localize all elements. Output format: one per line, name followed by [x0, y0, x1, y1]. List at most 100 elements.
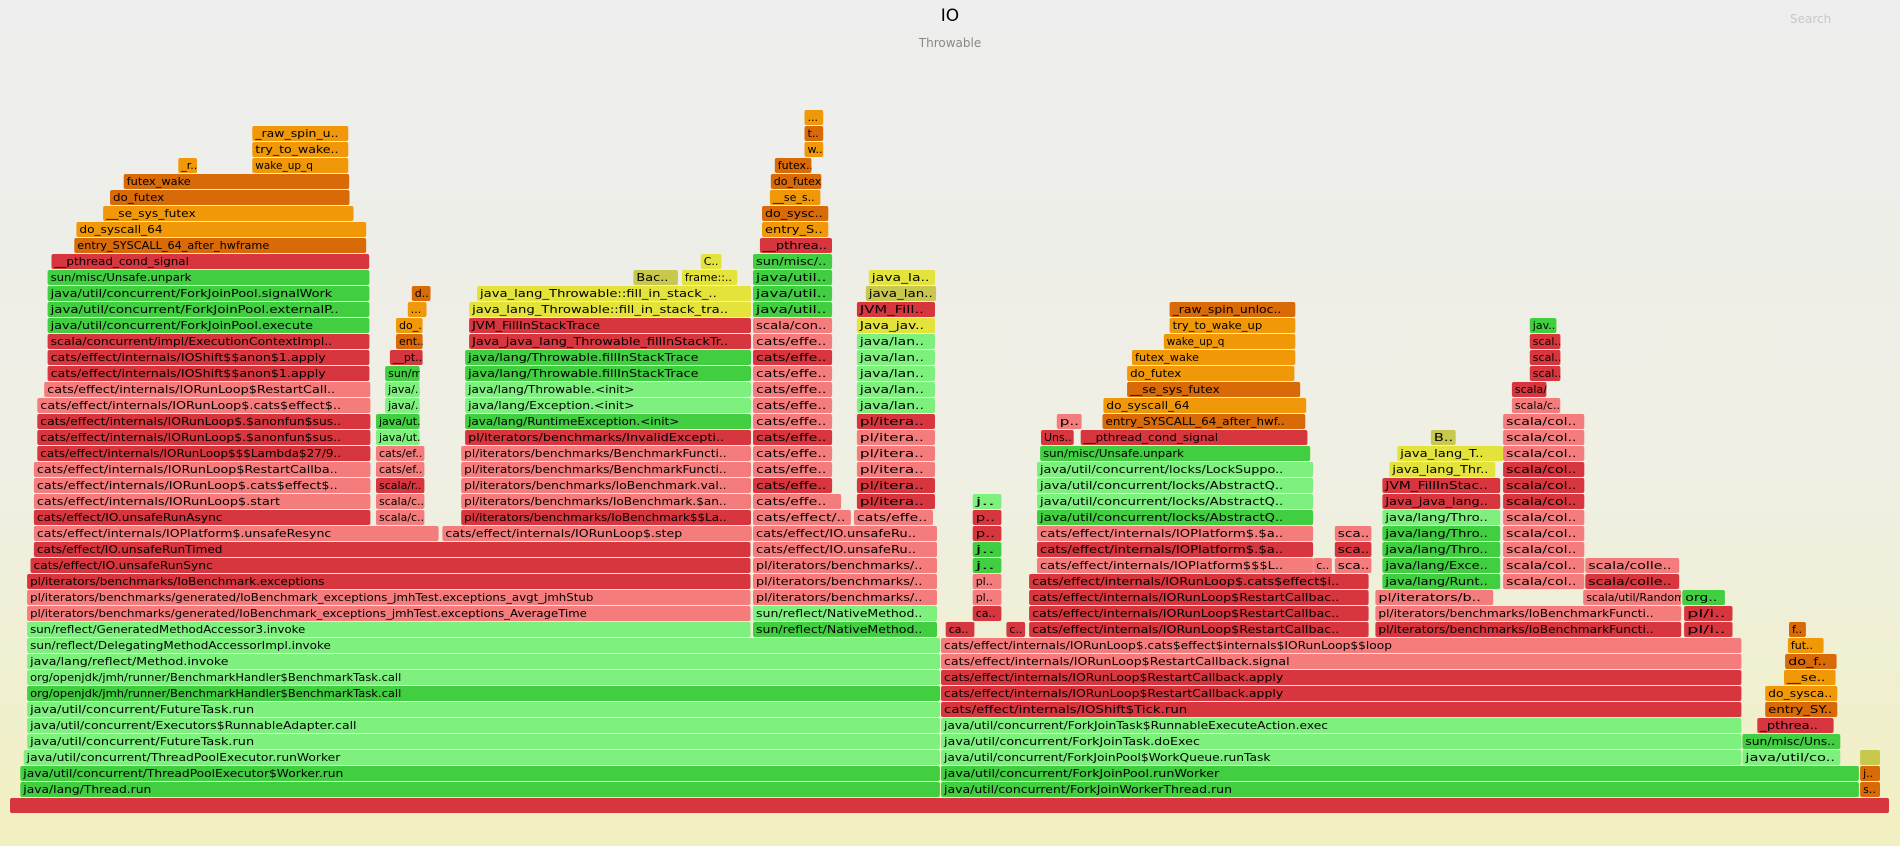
flame-frame[interactable]: ca.. — [972, 606, 1002, 621]
flame-frame[interactable]: _raw_spin_u.. — [252, 126, 349, 141]
flame-frame-bar[interactable] — [110, 190, 350, 205]
flame-frame-bar[interactable] — [385, 366, 420, 381]
flame-frame[interactable]: sun/misc/Unsafe.unpark — [47, 270, 370, 285]
flame-frame[interactable]: cats/ef.. — [376, 462, 425, 477]
flame-frame[interactable]: pl/itera.. — [856, 478, 935, 493]
flame-frame[interactable]: f.. — [1789, 622, 1806, 637]
flame-frame-bar[interactable] — [856, 478, 935, 493]
flame-frame-bar[interactable] — [762, 206, 829, 221]
flame-frame[interactable]: j.. — [972, 558, 1002, 573]
flame-frame-bar[interactable] — [1529, 366, 1561, 381]
flame-frame-bar[interactable] — [1132, 350, 1296, 365]
flame-frame[interactable]: java/lang/Throwable.<init> — [465, 382, 751, 397]
flame-frame-bar[interactable] — [1037, 526, 1314, 541]
flame-frame-bar[interactable] — [47, 334, 370, 349]
flame-frame[interactable]: entry_SYSCALL_64_after_hwf.. — [1102, 414, 1306, 429]
flame-frame[interactable]: cats/effect/internals/IORunLoop$RestartC… — [941, 670, 1742, 685]
flame-frame-bar[interactable] — [469, 334, 751, 349]
flame-frame[interactable]: pl.. — [972, 590, 1002, 605]
flame-frame-bar[interactable] — [47, 318, 370, 333]
flame-frame[interactable]: java/lang/Thro.. — [1382, 542, 1501, 557]
flame-frame[interactable]: __pthread_cond_signal — [1080, 430, 1308, 445]
flame-frame[interactable]: cats/effe.. — [753, 398, 833, 413]
flame-frame-bar[interactable] — [1787, 638, 1824, 653]
flame-frame[interactable]: java/lan.. — [856, 350, 935, 365]
flame-frame[interactable]: cats/effect/internals/IOPlatform$.unsafe… — [33, 526, 439, 541]
flame-frame-bar[interactable] — [941, 750, 1742, 765]
flame-frame-bar[interactable] — [633, 270, 678, 285]
flame-frame[interactable]: _pthrea.. — [1757, 718, 1834, 733]
flame-frame[interactable]: __se_sys_futex — [103, 206, 354, 221]
flame-frame[interactable]: scala/c.. — [1511, 398, 1561, 413]
flame-frame-bar[interactable] — [941, 654, 1742, 669]
flame-frame[interactable]: cats/effect/internals/IORunLoop$.step — [442, 526, 752, 541]
flame-frame-bar[interactable] — [856, 430, 935, 445]
flame-frame-bar[interactable] — [1041, 430, 1074, 445]
flame-frame[interactable]: scala/col.. — [1503, 494, 1585, 509]
flame-frame-bar[interactable] — [27, 574, 751, 589]
flame-frame[interactable]: java/lan.. — [856, 382, 935, 397]
flame-frame-bar[interactable] — [856, 350, 935, 365]
flame-frame-bar[interactable] — [44, 382, 371, 397]
flame-frame[interactable]: java_lang_Throwable::fill_in_stack_tra.. — [469, 302, 751, 317]
flame-frame[interactable]: c.. — [1006, 622, 1026, 637]
flame-frame-bar[interactable] — [465, 430, 751, 445]
flame-frame[interactable]: entry_SY.. — [1765, 702, 1838, 717]
flame-frame-bar[interactable] — [972, 606, 1002, 621]
flame-frame[interactable] — [10, 798, 1889, 813]
flame-frame[interactable]: cats/effect/internals/IOShift$$anon$1.ap… — [47, 350, 370, 365]
flame-frame-bar[interactable] — [30, 558, 751, 573]
flame-frame[interactable]: java/lang/reflect/Method.invoke — [27, 654, 941, 669]
flame-frame[interactable]: sun/reflect/NativeMethod.. — [753, 606, 937, 621]
flame-frame-bar[interactable] — [47, 270, 370, 285]
flame-frame[interactable]: cats/effe.. — [753, 494, 842, 509]
flame-frame[interactable]: java/lang/Runt.. — [1382, 574, 1501, 589]
flame-frame-bar[interactable] — [1742, 750, 1841, 765]
flame-frame[interactable]: java/util/concurrent/ForkJoinWorkerThrea… — [941, 782, 1859, 797]
flame-frame-bar[interactable] — [770, 174, 822, 189]
flame-frame-bar[interactable] — [753, 510, 851, 525]
flame-frame-bar[interactable] — [1375, 622, 1682, 637]
flame-frame-bar[interactable] — [1784, 670, 1836, 685]
flame-frame-bar[interactable] — [74, 238, 367, 253]
flame-frame[interactable]: cats/effect/IO.unsafeRunAsync — [33, 510, 371, 525]
flame-frame[interactable]: scala/c.. — [376, 494, 425, 509]
flame-frame-bar[interactable] — [33, 462, 371, 477]
flame-frame[interactable]: do_sysca.. — [1765, 686, 1838, 701]
flame-frame[interactable]: __se_s.. — [769, 190, 821, 205]
flame-frame-bar[interactable] — [465, 350, 751, 365]
flame-frame[interactable]: pl/iterators/b.. — [1375, 590, 1494, 605]
flame-frame[interactable]: p.. — [972, 526, 1002, 541]
flame-frame-bar[interactable] — [1529, 334, 1561, 349]
flame-frame[interactable]: ca.. — [945, 622, 975, 637]
flame-frame-bar[interactable] — [1684, 606, 1733, 621]
flame-frame[interactable]: entry_S.. — [762, 222, 829, 237]
flame-frame[interactable]: cats/effe.. — [753, 334, 833, 349]
flame-frame-bar[interactable] — [1742, 734, 1841, 749]
flame-frame[interactable]: cats/effect/internals/IORunLoop$RestartC… — [33, 462, 371, 477]
flame-frame[interactable]: pl/itera.. — [856, 414, 935, 429]
flame-frame[interactable]: cats/effect/internals/IORunLoop$RestartC… — [941, 686, 1742, 701]
flame-frame[interactable]: cats/effect/internals/IORunLoop$.cats$ef… — [1029, 574, 1369, 589]
flame-frame[interactable]: Uns.. — [1041, 430, 1074, 445]
flame-frame-bar[interactable] — [1037, 462, 1314, 477]
flame-frame-bar[interactable] — [469, 302, 751, 317]
flame-frame-bar[interactable] — [1503, 510, 1585, 525]
flame-frame-bar[interactable] — [389, 350, 423, 365]
flame-frame[interactable]: java_lang_Thr.. — [1389, 462, 1496, 477]
flame-frame[interactable]: cats/effect/internals/IORunLoop$RestartC… — [941, 654, 1742, 669]
flame-frame-bar[interactable] — [972, 510, 1002, 525]
flame-frame[interactable]: scala/col.. — [1503, 542, 1585, 557]
flame-frame-bar[interactable] — [865, 286, 937, 301]
flame-frame[interactable]: __pthread_cond_signal — [51, 254, 370, 269]
search-input[interactable] — [1788, 11, 1872, 27]
flame-frame-bar[interactable] — [1040, 446, 1311, 461]
flame-frame[interactable]: java/.. — [385, 398, 422, 413]
flame-frame[interactable]: futex_wake — [1132, 350, 1296, 365]
flame-frame-bar[interactable] — [868, 270, 936, 285]
flame-frame-bar[interactable] — [252, 142, 349, 157]
flame-frame[interactable]: java/util/concurrent/ForkJoinPool.signal… — [47, 286, 370, 301]
flame-frame[interactable]: java/lang/RuntimeException.<init> — [465, 414, 751, 429]
flame-frame-bar[interactable] — [753, 254, 833, 269]
flame-frame[interactable]: cats/effect/internals/IORunLoop$.$anonfu… — [37, 430, 371, 445]
